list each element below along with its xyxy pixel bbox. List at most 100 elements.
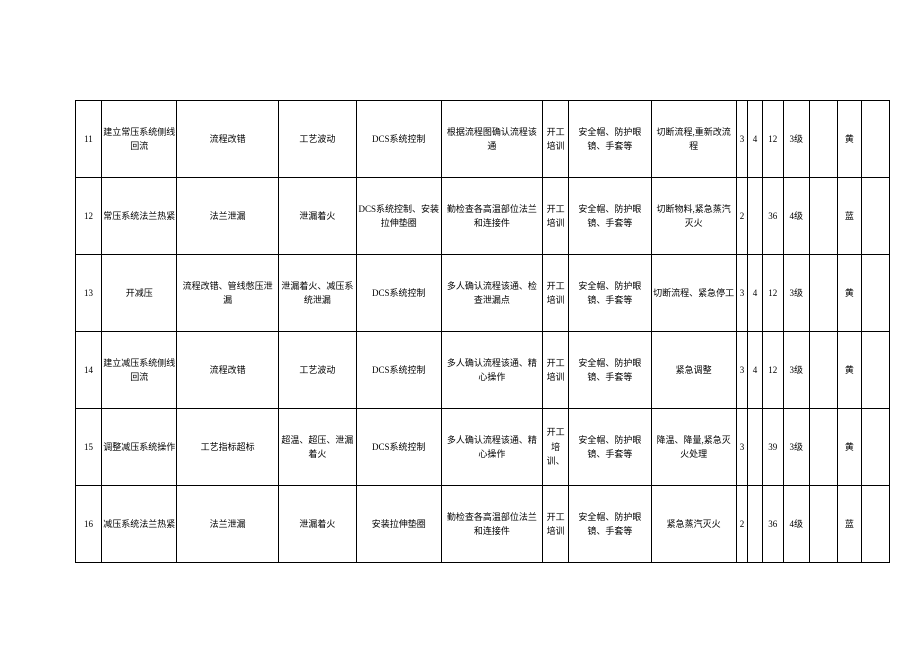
risk-table: 11建立常压系统侧线回流流程改错工艺波动DCS系统控制根据流程图确认流程该通开工…	[75, 100, 890, 563]
measure-cell: 根据流程图确认流程该通	[441, 101, 542, 178]
table-row: 12常压系统法兰热紧法兰泄漏泄漏着火DCS系统控制、安装拉伸垫圈勤检查各高温部位…	[76, 178, 890, 255]
gap-cell	[809, 409, 837, 486]
consequence-cell: 泄漏着火	[278, 486, 356, 563]
table-row: 11建立常压系统侧线回流流程改错工艺波动DCS系统控制根据流程图确认流程该通开工…	[76, 101, 890, 178]
training-cell: 开工培训、	[543, 409, 569, 486]
page: 11建立常压系统侧线回流流程改错工艺波动DCS系统控制根据流程图确认流程该通开工…	[0, 0, 920, 651]
control-cell: DCS系统控制	[356, 101, 441, 178]
control-cell: DCS系统控制	[356, 332, 441, 409]
control-cell: DCS系统控制	[356, 255, 441, 332]
row-index: 15	[76, 409, 102, 486]
consequence-cell: 泄漏着火、减压系统泄漏	[278, 255, 356, 332]
hazard-cell: 流程改错	[177, 332, 278, 409]
level-cell: 3级	[783, 409, 809, 486]
consequence-cell: 超温、超压、泄漏着火	[278, 409, 356, 486]
ppe-cell: 安全帽、防护眼镜、手套等	[569, 178, 652, 255]
gap-cell	[861, 409, 889, 486]
gap-cell	[809, 332, 837, 409]
score-l-cell: 3	[736, 332, 748, 409]
row-index: 16	[76, 486, 102, 563]
training-cell: 开工培训	[543, 486, 569, 563]
measure-cell: 多人确认流程该通、精心操作	[441, 332, 542, 409]
color-cell: 黄	[838, 332, 862, 409]
consequence-cell: 泄漏着火	[278, 178, 356, 255]
color-cell: 蓝	[838, 178, 862, 255]
control-cell: 安装拉伸垫圈	[356, 486, 441, 563]
score-e-cell	[748, 178, 762, 255]
color-cell: 蓝	[838, 486, 862, 563]
task-cell: 建立减压系统侧线回流	[101, 332, 177, 409]
table-row: 16减压系统法兰热紧法兰泄漏泄漏着火安装拉伸垫圈勤检查各高温部位法兰和连接件开工…	[76, 486, 890, 563]
consequence-cell: 工艺波动	[278, 101, 356, 178]
gap-cell	[809, 486, 837, 563]
color-cell: 黄	[838, 255, 862, 332]
hazard-cell: 法兰泄漏	[177, 178, 278, 255]
training-cell: 开工培训	[543, 332, 569, 409]
hazard-cell: 法兰泄漏	[177, 486, 278, 563]
hazard-cell: 工艺指标超标	[177, 409, 278, 486]
score-c-cell: 39	[762, 409, 783, 486]
row-index: 14	[76, 332, 102, 409]
emergency-cell: 降温、降量,紧急灭火处理	[651, 409, 736, 486]
emergency-cell: 切断流程、紧急停工	[651, 255, 736, 332]
gap-cell	[861, 255, 889, 332]
score-e-cell: 4	[748, 332, 762, 409]
color-cell: 黄	[838, 409, 862, 486]
score-c-cell: 12	[762, 255, 783, 332]
score-e-cell	[748, 486, 762, 563]
ppe-cell: 安全帽、防护眼镜、手套等	[569, 486, 652, 563]
ppe-cell: 安全帽、防护眼镜、手套等	[569, 255, 652, 332]
emergency-cell: 切断流程,重新改流程	[651, 101, 736, 178]
gap-cell	[809, 178, 837, 255]
measure-cell: 多人确认流程该通、精心操作	[441, 409, 542, 486]
ppe-cell: 安全帽、防护眼镜、手套等	[569, 409, 652, 486]
consequence-cell: 工艺波动	[278, 332, 356, 409]
training-cell: 开工培训	[543, 178, 569, 255]
control-cell: DCS系统控制	[356, 409, 441, 486]
gap-cell	[809, 255, 837, 332]
task-cell: 调整减压系统操作	[101, 409, 177, 486]
measure-cell: 勤检查各高温部位法兰和连接件	[441, 178, 542, 255]
hazard-cell: 流程改错、管线憋压泄漏	[177, 255, 278, 332]
gap-cell	[861, 332, 889, 409]
score-c-cell: 12	[762, 332, 783, 409]
score-c-cell: 36	[762, 486, 783, 563]
score-c-cell: 36	[762, 178, 783, 255]
gap-cell	[861, 101, 889, 178]
score-l-cell: 2	[736, 486, 748, 563]
task-cell: 减压系统法兰热紧	[101, 486, 177, 563]
score-e-cell: 4	[748, 255, 762, 332]
emergency-cell: 紧急蒸汽灭火	[651, 486, 736, 563]
level-cell: 4级	[783, 486, 809, 563]
training-cell: 开工培训	[543, 101, 569, 178]
task-cell: 建立常压系统侧线回流	[101, 101, 177, 178]
score-l-cell: 3	[736, 255, 748, 332]
measure-cell: 多人确认流程该通、检查泄漏点	[441, 255, 542, 332]
gap-cell	[861, 486, 889, 563]
control-cell: DCS系统控制、安装拉伸垫圈	[356, 178, 441, 255]
score-l-cell: 3	[736, 101, 748, 178]
table-row: 15调整减压系统操作工艺指标超标超温、超压、泄漏着火DCS系统控制多人确认流程该…	[76, 409, 890, 486]
measure-cell: 勤检查各高温部位法兰和连接件	[441, 486, 542, 563]
task-cell: 开减压	[101, 255, 177, 332]
emergency-cell: 切断物料,紧急蒸汽灭火	[651, 178, 736, 255]
table-row: 14建立减压系统侧线回流流程改错工艺波动DCS系统控制多人确认流程该通、精心操作…	[76, 332, 890, 409]
row-index: 13	[76, 255, 102, 332]
row-index: 12	[76, 178, 102, 255]
score-e-cell: 4	[748, 101, 762, 178]
level-cell: 4级	[783, 178, 809, 255]
ppe-cell: 安全帽、防护眼镜、手套等	[569, 332, 652, 409]
emergency-cell: 紧急调整	[651, 332, 736, 409]
ppe-cell: 安全帽、防护眼镜、手套等	[569, 101, 652, 178]
training-cell: 开工培训	[543, 255, 569, 332]
score-l-cell: 3	[736, 409, 748, 486]
score-c-cell: 12	[762, 101, 783, 178]
level-cell: 3级	[783, 101, 809, 178]
gap-cell	[809, 101, 837, 178]
level-cell: 3级	[783, 255, 809, 332]
table-row: 13开减压流程改错、管线憋压泄漏泄漏着火、减压系统泄漏DCS系统控制多人确认流程…	[76, 255, 890, 332]
level-cell: 3级	[783, 332, 809, 409]
row-index: 11	[76, 101, 102, 178]
gap-cell	[861, 178, 889, 255]
score-e-cell	[748, 409, 762, 486]
